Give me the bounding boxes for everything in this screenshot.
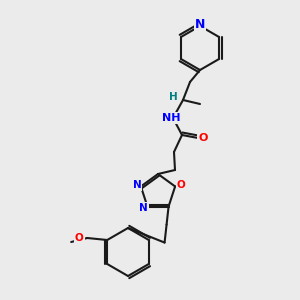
Text: N: N bbox=[133, 180, 141, 190]
Text: O: O bbox=[177, 180, 185, 190]
Text: O: O bbox=[198, 133, 208, 143]
Text: H: H bbox=[169, 92, 177, 102]
Text: NH: NH bbox=[162, 113, 180, 123]
Text: N: N bbox=[195, 17, 205, 31]
Text: N: N bbox=[139, 202, 148, 213]
Text: O: O bbox=[75, 233, 84, 243]
